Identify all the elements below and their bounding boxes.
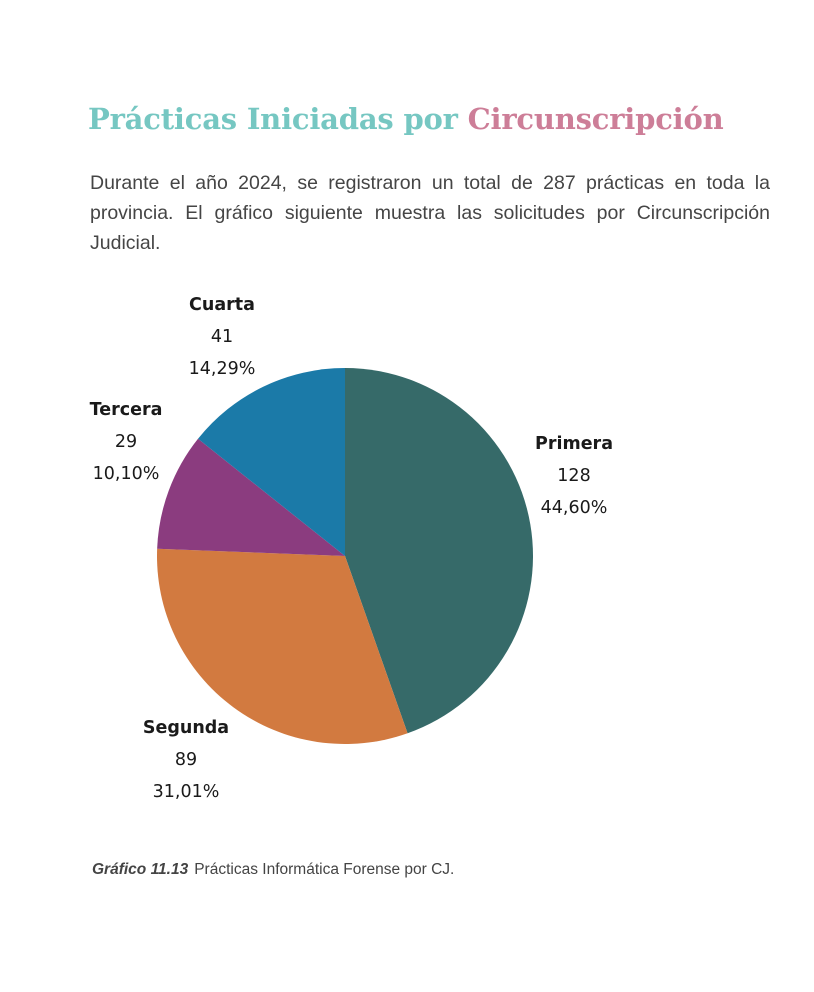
title-part-2: Circunscripción bbox=[467, 102, 724, 136]
slice-label-percent-primera: 44,60% bbox=[541, 498, 608, 518]
slice-label-name-segunda: Segunda bbox=[143, 718, 229, 738]
slice-label-percent-cuarta: 14,29% bbox=[189, 359, 256, 379]
caption-label: Gráfico 11.13 bbox=[92, 861, 189, 878]
figure-caption: Gráfico 11.13 Prácticas Informática Foren… bbox=[92, 858, 454, 882]
slice-label-value-cuarta: 41 bbox=[211, 327, 233, 347]
pie-slice-cuarta bbox=[198, 368, 345, 556]
intro-paragraph: Durante el año 2024, se registraron un t… bbox=[90, 172, 770, 254]
slice-label-name-primera: Primera bbox=[535, 434, 613, 454]
slice-label-percent-segunda: 31,01% bbox=[153, 782, 220, 802]
slice-label-value-segunda: 89 bbox=[175, 750, 197, 770]
pie-slice-segunda bbox=[157, 548, 408, 745]
slice-label-name-tercera: Tercera bbox=[90, 400, 163, 420]
page-title: Prácticas Iniciadas por Circunscripción bbox=[88, 97, 724, 141]
pie-slice-primera bbox=[345, 368, 534, 734]
caption-text: Prácticas Informática Forense por CJ. bbox=[194, 861, 455, 878]
slice-label-percent-tercera: 10,10% bbox=[93, 464, 160, 484]
title-part-1: Prácticas Iniciadas por bbox=[88, 102, 468, 136]
pie-slice-tercera bbox=[157, 438, 345, 556]
slice-label-name-cuarta: Cuarta bbox=[189, 295, 255, 315]
slice-label-value-primera: 128 bbox=[557, 466, 590, 486]
slice-label-value-tercera: 29 bbox=[115, 432, 137, 452]
